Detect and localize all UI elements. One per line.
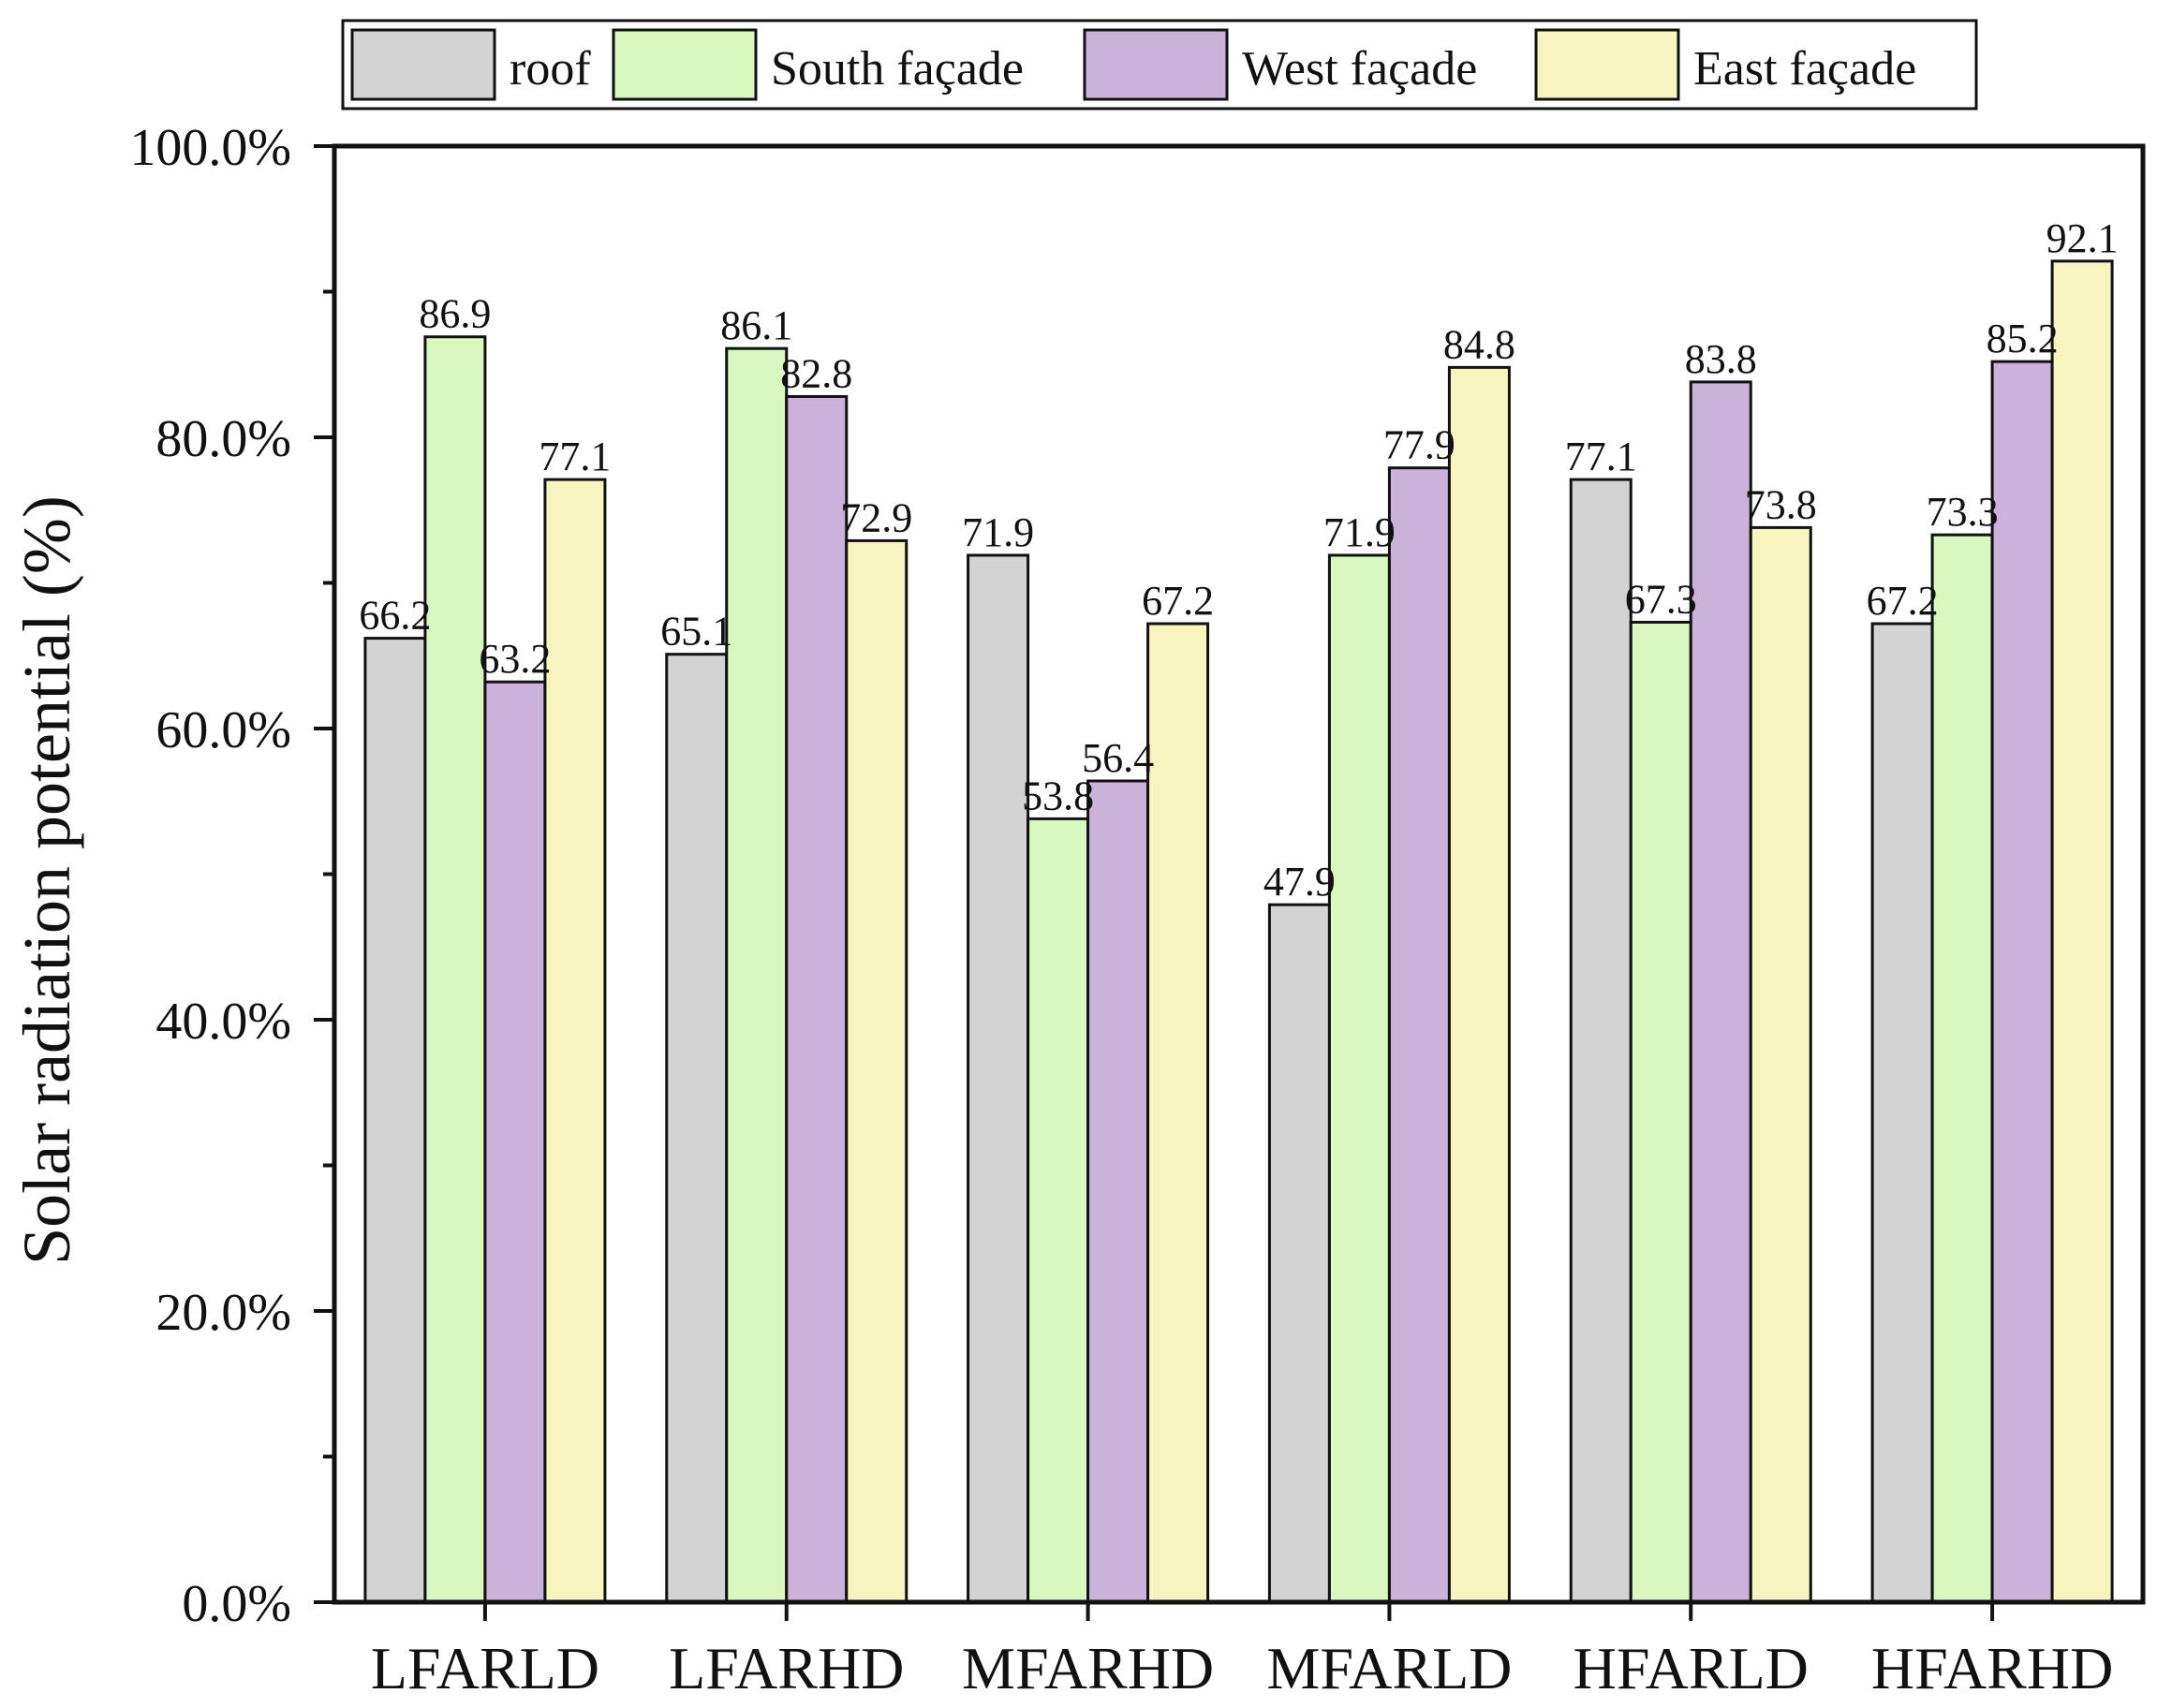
legend-swatch-2: [1083, 28, 1229, 101]
data-label-lfarld-s3: 77.1: [539, 434, 611, 479]
x-tick-label-lfarld: LFARLD: [371, 1635, 599, 1701]
data-label-mfarhd-s3: 67.2: [1142, 578, 1214, 624]
bar-mfarhd-s0: [967, 553, 1030, 1604]
bar-mfarld-s3: [1447, 365, 1511, 1604]
bar-hfarld-s1: [1629, 620, 1692, 1604]
data-label-hfarhd-s0: 67.2: [1867, 578, 1939, 624]
bar-mfarhd-s1: [1027, 817, 1090, 1604]
y-tick-label-40: 40.0%: [155, 993, 291, 1051]
bar-mfarld-s1: [1327, 553, 1391, 1604]
bar-lfarld-s2: [483, 680, 547, 1604]
bar-lfarld-s1: [423, 335, 487, 1604]
bar-mfarld-s2: [1387, 466, 1451, 1604]
legend-label-2: West façade: [1242, 42, 1477, 96]
y-tick-label-60: 60.0%: [155, 701, 291, 759]
bar-lfarhd-s0: [665, 653, 729, 1604]
y-tick-label-0: 0.0%: [182, 1575, 291, 1633]
data-label-mfarld-s3: 84.8: [1443, 321, 1515, 367]
bar-hfarhd-s3: [2050, 259, 2114, 1604]
bar-lfarhd-s1: [725, 346, 789, 1604]
plot-frame: [332, 143, 2146, 1605]
bar-lfarld-s3: [543, 478, 607, 1604]
data-labels-group: 66.2 86.9 63.2 77.1 65.1 86.182.8 72.9 71.9 53.8…: [359, 215, 2118, 905]
y-tick-label-80: 80.0%: [155, 410, 291, 468]
bar-hfarld-s3: [1749, 525, 1812, 1604]
legend-label-3: East façade: [1693, 42, 1916, 96]
x-tick-label-lfarhd: LFARHD: [669, 1635, 904, 1701]
legend: roof South façade West façade East façade: [341, 19, 1978, 110]
bar-hfarhd-s0: [1870, 622, 1934, 1604]
bar-hfarld-s0: [1569, 478, 1633, 1604]
y-tick-label-20: 20.0%: [155, 1284, 291, 1342]
data-label-mfarld-s0: 47.9: [1263, 859, 1336, 905]
bar-hfarhd-s1: [1930, 533, 1994, 1604]
y-axis-title: Solar radiation potential (%): [9, 495, 84, 1265]
data-label-hfarld-s2: 83.8: [1685, 336, 1757, 382]
bars-group: [363, 259, 2114, 1604]
data-label-hfarld-s3: 73.8: [1745, 481, 1817, 527]
data-label-lfarhd-s1: 86.1: [720, 302, 792, 348]
legend-swatch-3: [1534, 28, 1680, 101]
data-label-lfarld-s1: 86.9: [419, 291, 491, 337]
data-label-hfarld-s0: 77.1: [1565, 434, 1637, 479]
data-label-hfarld-s1: 67.3: [1625, 576, 1697, 622]
bar-lfarhd-s3: [845, 538, 909, 1604]
data-label-lfarhd-s2: 82.8: [780, 350, 852, 396]
data-label-mfarld-s2: 77.9: [1383, 422, 1455, 468]
y-tick-label-100: 100.0%: [129, 119, 291, 177]
axes-group: LFARLD LFARHD MFARHD MFARLD HFARLD HFARHD 0.0%…: [129, 119, 2146, 1701]
data-label-mfarld-s1: 71.9: [1323, 509, 1396, 555]
legend-swatch-1: [612, 28, 758, 101]
bar-lfarhd-s2: [785, 394, 849, 1604]
bar-mfarld-s0: [1267, 903, 1331, 1604]
data-label-lfarhd-s3: 72.9: [840, 494, 912, 540]
data-label-mfarhd-s1: 53.8: [1022, 773, 1094, 818]
x-tick-label-hfarhd: HFARHD: [1871, 1635, 2113, 1701]
bar-lfarld-s0: [363, 637, 427, 1604]
bar-mfarhd-s2: [1086, 779, 1150, 1604]
legend-swatch-0: [350, 28, 496, 101]
x-tick-label-mfarld: MFARLD: [1266, 1635, 1512, 1701]
x-tick-label-mfarhd: MFARHD: [962, 1635, 1214, 1701]
data-label-lfarhd-s0: 65.1: [660, 609, 732, 655]
data-label-lfarld-s2: 63.2: [479, 636, 551, 682]
bar-mfarhd-s3: [1146, 622, 1210, 1604]
legend-label-0: roof: [510, 42, 591, 96]
legend-label-1: South façade: [771, 42, 1024, 96]
bar-hfarld-s2: [1689, 380, 1752, 1604]
data-label-mfarhd-s2: 56.4: [1082, 735, 1154, 781]
data-label-hfarhd-s3: 92.1: [2046, 215, 2119, 261]
data-label-lfarld-s0: 66.2: [359, 593, 431, 639]
data-label-mfarhd-s0: 71.9: [962, 509, 1034, 555]
data-label-hfarhd-s2: 85.2: [1987, 316, 2059, 361]
bar-hfarhd-s2: [1990, 360, 2054, 1604]
x-tick-label-hfarld: HFARLD: [1573, 1635, 1809, 1701]
data-label-hfarhd-s1: 73.3: [1927, 489, 1999, 535]
